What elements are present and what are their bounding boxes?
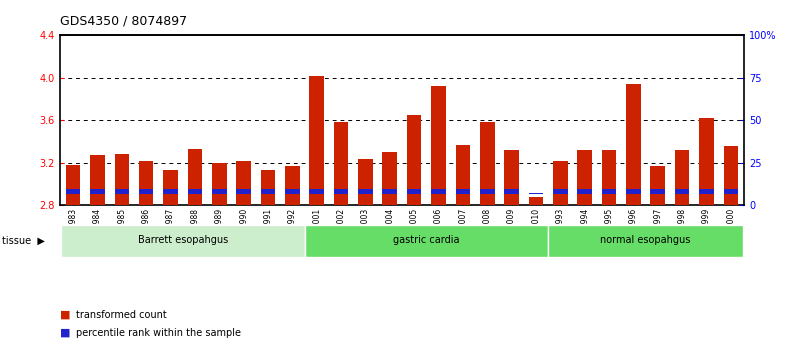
Bar [260,170,275,205]
Bar [650,166,665,205]
Text: ■: ■ [60,310,70,320]
Bar [115,154,129,205]
Bar [188,149,202,205]
Bar [66,165,80,205]
Text: percentile rank within the sample: percentile rank within the sample [76,328,240,338]
Text: transformed count: transformed count [76,310,166,320]
Bar [285,166,299,205]
Bar [480,122,494,205]
Text: ■: ■ [60,328,70,338]
Bar [61,225,305,257]
Bar [407,115,421,205]
Bar [675,150,689,205]
Bar [505,189,519,194]
Bar [577,189,592,194]
Bar [236,189,251,194]
Bar [236,161,251,205]
Bar [548,225,743,257]
Bar [699,189,714,194]
Bar [455,189,470,194]
Bar [553,189,568,194]
Bar [305,225,548,257]
Bar [577,150,592,205]
Bar [66,189,80,194]
Bar [529,197,544,205]
Bar [407,189,421,194]
Bar [139,161,154,205]
Bar [310,76,324,205]
Bar [553,161,568,205]
Text: gastric cardia: gastric cardia [393,235,459,245]
Bar [334,122,349,205]
Bar [724,146,738,205]
Bar [260,189,275,194]
Bar [675,189,689,194]
Bar [383,152,397,205]
Bar [602,189,616,194]
Bar [602,150,616,205]
Bar [90,189,105,194]
Bar [358,159,373,205]
Text: normal esopahgus: normal esopahgus [600,235,691,245]
Bar [626,189,641,194]
Bar [285,189,299,194]
Bar [163,170,178,205]
Bar [310,189,324,194]
Text: GDS4350 / 8074897: GDS4350 / 8074897 [60,14,187,27]
Text: tissue  ▶: tissue ▶ [2,236,45,246]
Bar [90,155,105,205]
Bar [724,189,738,194]
Bar [115,189,129,194]
Bar [431,189,446,194]
Bar [163,189,178,194]
Bar [699,118,714,205]
Bar [383,189,397,194]
Bar [139,189,154,194]
Bar [212,189,227,194]
Bar [505,150,519,205]
Bar [431,86,446,205]
Bar [358,189,373,194]
Bar [334,189,349,194]
Bar [626,84,641,205]
Bar [212,163,227,205]
Bar [650,189,665,194]
Bar [529,193,544,194]
Bar [188,189,202,194]
Bar [455,145,470,205]
Bar [480,189,494,194]
Text: Barrett esopahgus: Barrett esopahgus [138,235,228,245]
